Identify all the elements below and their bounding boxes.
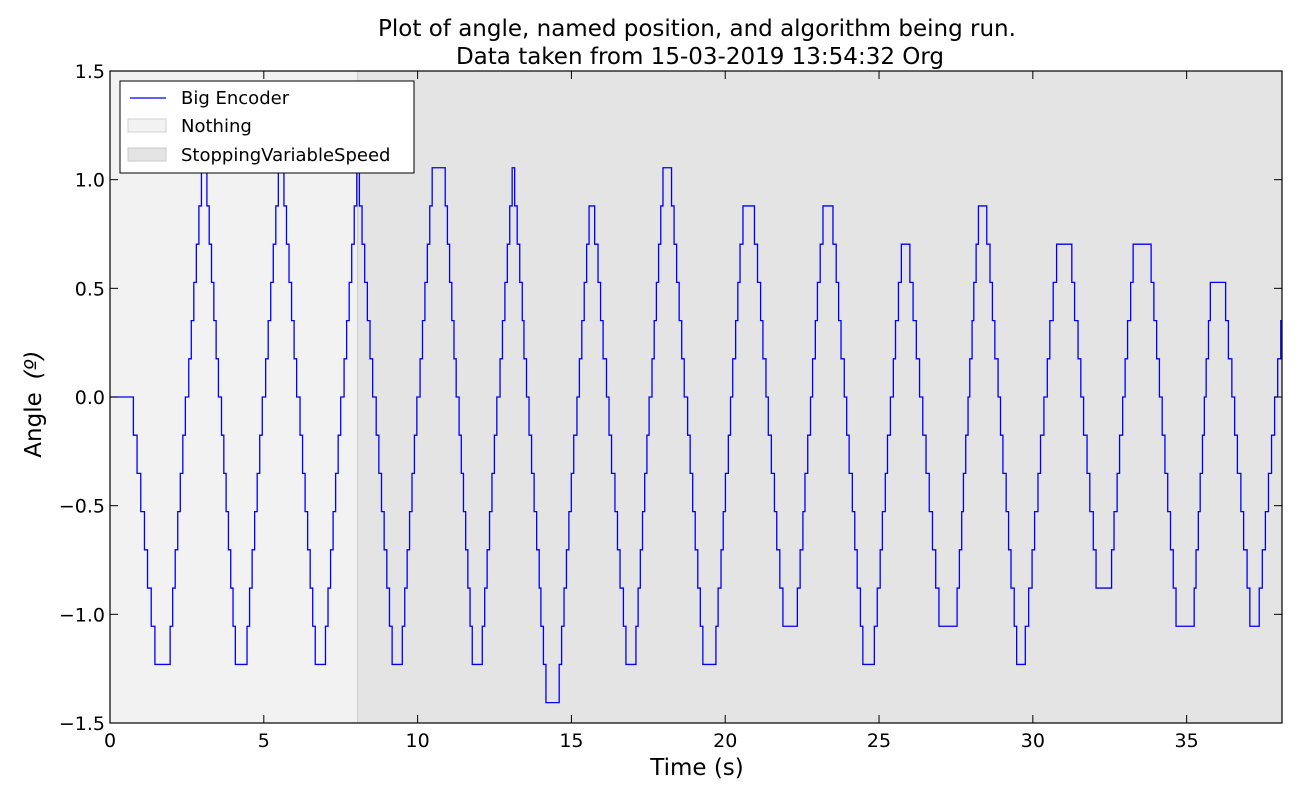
x-axis-label: Time (s) xyxy=(649,755,744,781)
legend: Big Encoder Nothing StoppingVariableSpee… xyxy=(119,80,415,174)
legend-swatch-nothing xyxy=(127,118,167,133)
x-tick-label: 35 xyxy=(1175,730,1199,752)
y-axis-unit: (º) xyxy=(21,351,47,380)
legend-label-nothing: Nothing xyxy=(181,116,252,137)
legend-swatch-stopping-variable-speed xyxy=(127,147,167,162)
chart-title: Plot of angle, named position, and algor… xyxy=(378,16,1016,42)
y-tick-label: 0.5 xyxy=(75,278,105,300)
legend-box xyxy=(119,80,415,174)
y-tick-label: 1.0 xyxy=(75,170,105,192)
x-tick-label: 20 xyxy=(713,730,737,752)
y-tick-label: −1.0 xyxy=(59,604,105,626)
x-tick-label: 5 xyxy=(258,730,270,752)
x-tick-label: 30 xyxy=(1021,730,1045,752)
x-tick-label: 15 xyxy=(559,730,583,752)
y-tick-label: −0.5 xyxy=(59,496,105,518)
y-tick-label: 1.5 xyxy=(75,61,105,83)
x-tick-label: 0 xyxy=(104,730,116,752)
x-tick-label: 10 xyxy=(406,730,430,752)
plot-area xyxy=(110,167,1282,704)
y-axis-label: Angle xyxy=(21,392,47,457)
legend-label-big-encoder: Big Encoder xyxy=(181,88,290,109)
series-line-big-encoder xyxy=(110,167,1282,704)
legend-label-stopping-variable-speed: StoppingVariableSpeed xyxy=(181,145,391,166)
x-tick-label: 25 xyxy=(867,730,891,752)
y-tick-label: 0.0 xyxy=(75,387,105,409)
axes-frame xyxy=(109,70,1283,724)
tick-labels: 0 5 10 15 20 25 30 35 −1.5 −1.0 −0.5 0.0 0.5 1.0 1.5 xyxy=(59,61,1199,752)
chart-subtitle: Data taken from 15-03-2019 13:54:32 Org xyxy=(456,44,944,70)
y-tick-label: −1.5 xyxy=(59,713,105,735)
